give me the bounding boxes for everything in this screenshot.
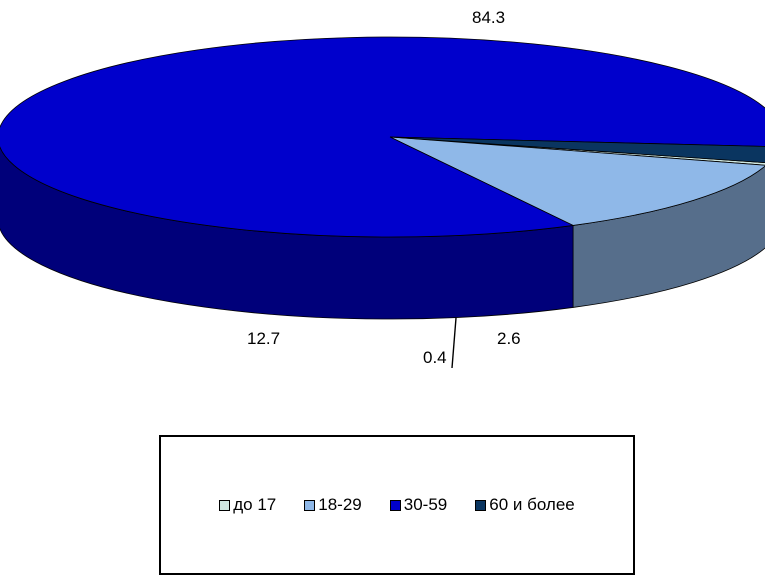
pie-slice-60-и-более [389,136,765,164]
legend-item-60-plus: 60 и более [475,495,575,515]
legend-item-18-29: 18-29 [304,495,362,515]
legend-swatch [475,499,487,511]
legend-label: 30-59 [403,495,448,514]
legend-swatch [219,499,231,511]
legend-row: до 17 18-29 30-59 60 и более [161,495,633,515]
legend-swatch [389,499,401,511]
legend-label: 18-29 [318,495,362,514]
data-label-30-59: 84.3 [472,8,506,27]
legend: до 17 18-29 30-59 60 и более [159,435,635,575]
legend-label: до 17 [233,495,277,514]
data-label-18-29: 12.7 [247,329,281,348]
pie-chart [0,36,765,369]
legend-item-30-59: 30-59 [389,495,448,515]
data-label-under-17: 0.4 [423,348,447,367]
data-label-60-plus: 2.6 [497,329,521,348]
legend-swatch [304,499,316,511]
legend-label: 60 и более [489,495,575,514]
legend-item-under-17: до 17 [219,495,276,515]
pie-slice-30-59 [0,36,765,238]
leader-line-under-17 [451,317,457,369]
pie-slice-18-29 [389,136,765,226]
